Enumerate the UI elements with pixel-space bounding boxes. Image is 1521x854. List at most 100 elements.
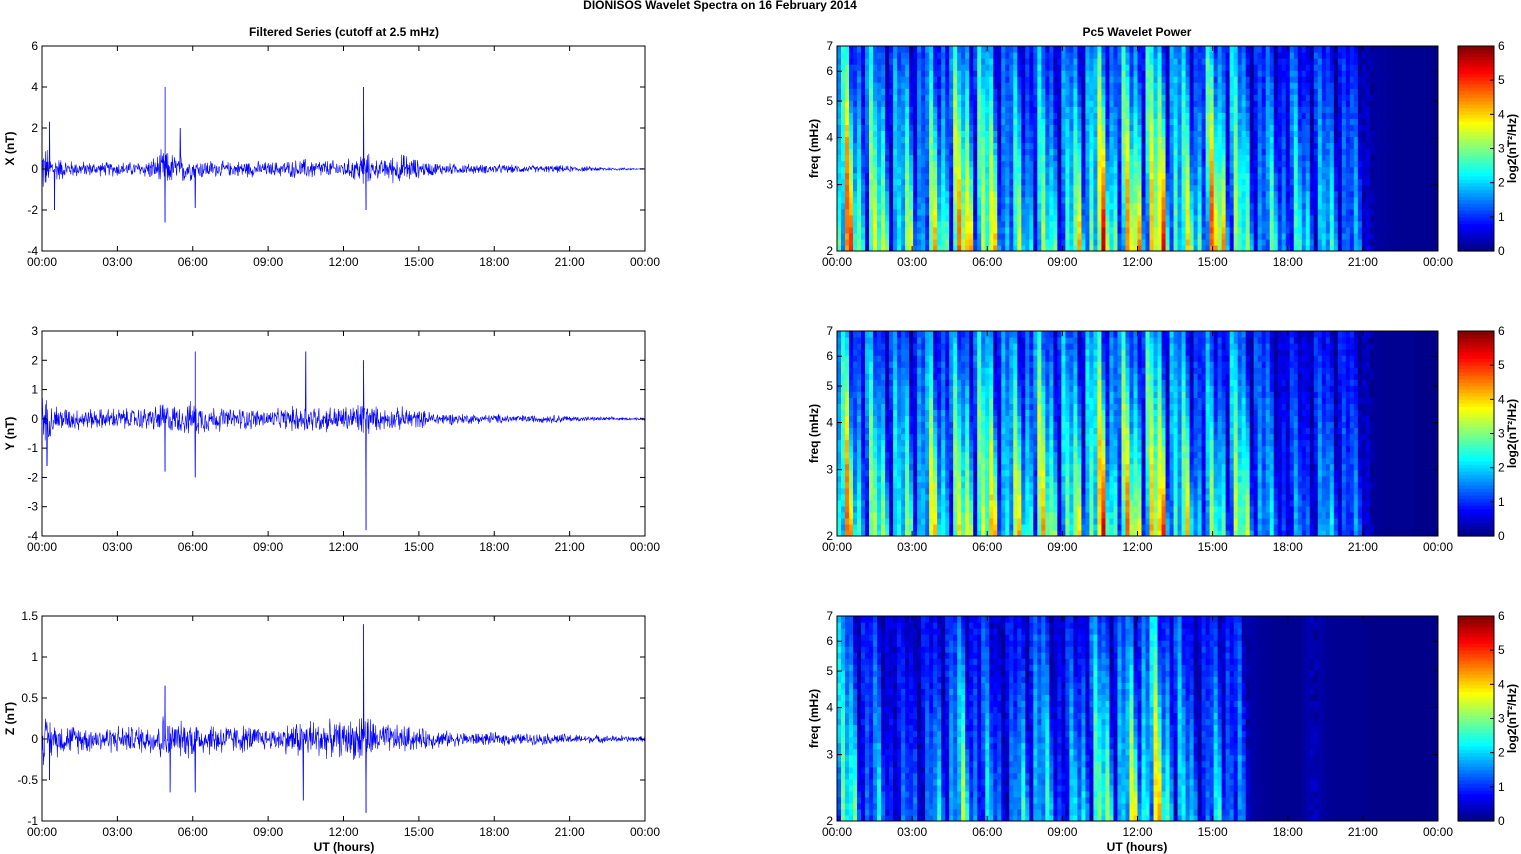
- spectrum-cell: [1389, 178, 1395, 186]
- spectrum-cell: [837, 238, 842, 246]
- spectrum-cell: [1381, 190, 1387, 198]
- spectrum-cell: [873, 130, 878, 138]
- spectrum-cell: [977, 190, 982, 198]
- spectrum-cell: [841, 238, 846, 246]
- spectrum-cell: [1041, 238, 1046, 246]
- spectrum-cell: [1137, 112, 1143, 119]
- spectrum-cell: [1089, 52, 1095, 59]
- spectrum-cell: [1369, 214, 1375, 222]
- spectrum-cell: [857, 88, 862, 95]
- spectrum-cell: [1357, 82, 1363, 89]
- spectrum-cell: [933, 142, 938, 150]
- spectrum-cell: [845, 232, 850, 240]
- spectrum-cell: [993, 238, 998, 246]
- spectrum-cell: [1373, 244, 1379, 251]
- spectrum-cell: [1005, 46, 1010, 53]
- spectrum-cell: [1365, 70, 1371, 77]
- spectrum-cell: [1241, 148, 1247, 156]
- spectrum-cell: [1389, 124, 1395, 132]
- spectrum-cell: [1381, 226, 1387, 234]
- spectrum-cell: [1217, 220, 1223, 228]
- spectrum-cell: [845, 166, 850, 174]
- spectrum-cell: [993, 166, 998, 174]
- spectrum-cell: [1093, 214, 1099, 222]
- spectrum-cell: [1197, 172, 1203, 180]
- spectrum-cell: [1277, 82, 1283, 89]
- spectrum-cell: [1025, 130, 1030, 138]
- spectrum-cell: [1161, 118, 1167, 125]
- spectrum-cell: [1129, 130, 1135, 138]
- spectrum-cell: [1065, 148, 1070, 156]
- spectrum-cell: [1045, 154, 1050, 162]
- spectrum-cell: [1369, 196, 1375, 204]
- spectrum-cell: [1153, 244, 1159, 251]
- spectrum-cell: [893, 142, 898, 150]
- spectrum-cell: [1333, 154, 1339, 162]
- spectrum-cell: [929, 244, 934, 251]
- spectrum-cell: [1225, 124, 1231, 132]
- spectrum-cell: [1197, 148, 1203, 156]
- spectrum-cell: [893, 184, 898, 192]
- spectrum-cell: [1217, 238, 1223, 246]
- spectrum-cell: [1269, 220, 1275, 228]
- spectrum-cell: [937, 118, 942, 125]
- spectrum-cell: [861, 232, 866, 240]
- spectrum-cell: [1261, 244, 1267, 251]
- spectrum-cell: [1181, 70, 1187, 77]
- spectrum-cell: [905, 124, 910, 132]
- spectrum-cell: [1217, 208, 1223, 216]
- spectrum-cell: [1213, 184, 1219, 192]
- spectrum-cell: [989, 142, 994, 150]
- spectrum-cell: [1385, 52, 1391, 59]
- spectrum-cell: [965, 46, 970, 53]
- spectrum-cell: [929, 166, 934, 174]
- spectrum-cell: [1353, 166, 1359, 174]
- spectrum-cell: [1057, 76, 1062, 83]
- spectrum-cell: [877, 148, 882, 156]
- spectrum-cell: [1029, 136, 1034, 144]
- spectrum-cell: [865, 70, 870, 77]
- spectrum-cell: [1117, 166, 1123, 174]
- spectrum-cell: [1077, 226, 1083, 234]
- spectrum-cell: [1265, 244, 1271, 251]
- spectrum-cell: [869, 244, 874, 251]
- spectrum-cell: [921, 112, 926, 119]
- spectrum-cell: [953, 190, 958, 198]
- spectrum-cell: [1041, 100, 1046, 107]
- spectrum-cell: [973, 238, 978, 246]
- spectrum-cell: [1309, 70, 1315, 77]
- spectrum-cell: [893, 172, 898, 180]
- spectrum-cell: [1393, 52, 1399, 59]
- spectrum-cell: [945, 190, 950, 198]
- series-y-axis-label: Z (nT): [3, 702, 17, 735]
- spectrum-cell: [1233, 244, 1239, 251]
- spectrum-cell: [1141, 190, 1147, 198]
- spectrum-cell: [965, 232, 970, 240]
- spectrum-cell: [905, 184, 910, 192]
- series-x-tick-label: 15:00: [404, 540, 434, 554]
- spectrum-cell: [925, 154, 930, 162]
- spectrum-cell: [861, 148, 866, 156]
- spectrum-cell: [1189, 46, 1195, 53]
- spectrum-cell: [1317, 196, 1323, 204]
- spectrum-cell: [1073, 112, 1078, 119]
- spectrum-cell: [893, 130, 898, 138]
- spectrum-cell: [993, 142, 998, 150]
- spectrum-cell: [997, 94, 1002, 101]
- spectrum-cell: [1261, 46, 1267, 53]
- spectrum-cell: [1033, 130, 1038, 138]
- spectrum-cell: [1217, 112, 1223, 119]
- spectrum-cell: [949, 130, 954, 138]
- spectrum-cell: [1157, 112, 1163, 119]
- spectrum-cell: [1025, 202, 1030, 210]
- spectrum-cell: [1137, 118, 1143, 125]
- spectrum-cell: [1021, 202, 1026, 210]
- spectrum-cell: [977, 124, 982, 132]
- spectrum-cell: [949, 184, 954, 192]
- spectrum-cell: [1013, 94, 1018, 101]
- spectrum-cell: [1285, 232, 1291, 240]
- spectrum-cell: [981, 94, 986, 101]
- spectrum-cell: [845, 70, 850, 77]
- spectrum-cell: [1029, 202, 1034, 210]
